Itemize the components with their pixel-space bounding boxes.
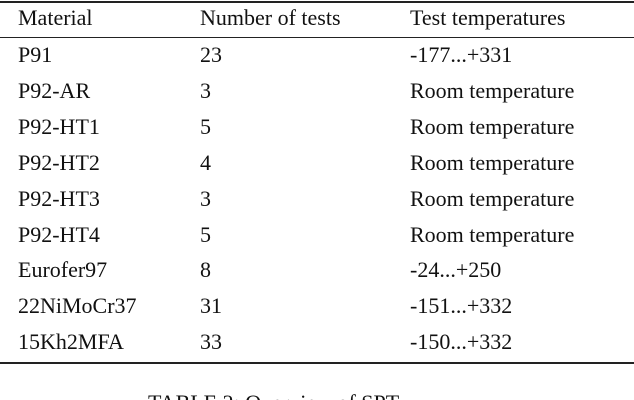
- header-cell: Test temperatures: [410, 5, 566, 30]
- table-cell: Room temperature: [410, 77, 575, 103]
- bottom-rule: [0, 362, 634, 364]
- table-cell: P92-HT1: [18, 113, 100, 139]
- table-cell: 33: [200, 329, 222, 355]
- table-cell: 3: [200, 77, 211, 103]
- table-cell: P92-HT2: [18, 149, 100, 175]
- table-cell: 22NiMoCr37: [18, 293, 137, 319]
- table-cell: 5: [200, 113, 211, 139]
- table-cell: 8: [200, 257, 211, 283]
- table-cell: 31: [200, 293, 222, 319]
- table-cell: Room temperature: [410, 221, 575, 247]
- table-cell: 15Kh2MFA: [18, 329, 124, 355]
- header-cell: Material: [18, 5, 93, 30]
- table-cell: -151...+332: [410, 293, 513, 319]
- table-cell: Room temperature: [410, 113, 575, 139]
- table-cell: -177...+331: [410, 42, 513, 67]
- table-caption: TABLE 2: Overview of SPT: [148, 390, 399, 400]
- header-cell: Number of tests: [200, 5, 341, 30]
- top-rule: [0, 1, 634, 3]
- table-cell: Room temperature: [410, 149, 575, 175]
- table-cell: 23: [200, 42, 222, 67]
- table-cell: P92-AR: [18, 77, 91, 103]
- table-cell: Eurofer97: [18, 257, 108, 283]
- table-cell: 3: [200, 185, 211, 211]
- table-cell: -24...+250: [410, 257, 502, 283]
- header-rule: [0, 37, 634, 38]
- table-cell: P91: [18, 42, 53, 67]
- table-cell: -150...+332: [410, 329, 513, 355]
- table-cell: 4: [200, 149, 211, 175]
- table-cell: 5: [200, 221, 211, 247]
- table-cell: P92-HT4: [18, 221, 100, 247]
- table-cell: Room temperature: [410, 185, 575, 211]
- table-cell: P92-HT3: [18, 185, 100, 211]
